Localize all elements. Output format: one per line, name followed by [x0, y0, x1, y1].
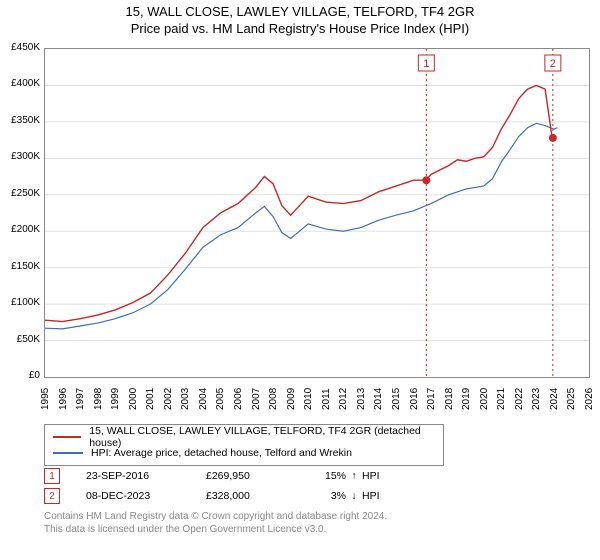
- y-axis-tick-label: £200K: [0, 225, 40, 235]
- y-axis-tick-label: £450K: [0, 43, 40, 53]
- x-axis-tick-label: 1995: [40, 398, 51, 410]
- point-hpi-label: HPI: [362, 490, 392, 502]
- x-axis-tick-label: 2006: [233, 398, 244, 410]
- x-axis-tick-label: 2020: [479, 398, 490, 410]
- x-axis-tick-label: 2003: [180, 398, 191, 410]
- point-price: £269,950: [206, 470, 306, 482]
- x-axis-tick-label: 1997: [75, 398, 86, 410]
- point-badge-1: 1: [44, 468, 60, 484]
- x-axis-tick-label: 2025: [566, 398, 577, 410]
- point-badge-2: 2: [44, 488, 60, 504]
- x-axis-tick-label: 2009: [286, 398, 297, 410]
- x-axis-tick-label: 2019: [461, 398, 472, 410]
- legend-swatch-hpi: [53, 452, 83, 454]
- x-axis-tick-label: 2023: [531, 398, 542, 410]
- x-axis-tick-label: 2005: [215, 398, 226, 410]
- svg-text:2: 2: [550, 58, 556, 70]
- x-axis-tick-label: 2007: [251, 398, 262, 410]
- legend-label-property: 15, WALL CLOSE, LAWLEY VILLAGE, TELFORD,…: [89, 425, 435, 449]
- x-axis-tick-label: 2004: [198, 398, 209, 410]
- legend-swatch-property: [53, 436, 81, 438]
- x-axis-tick-label: 2013: [356, 398, 367, 410]
- arrow-up-icon: ↑: [346, 470, 362, 482]
- point-pct: 3%: [306, 490, 346, 502]
- title-line-1: 15, WALL CLOSE, LAWLEY VILLAGE, TELFORD,…: [0, 4, 600, 21]
- x-axis-tick-label: 1996: [58, 398, 69, 410]
- y-axis-tick-label: £300K: [0, 152, 40, 162]
- table-row: 2 08-DEC-2023 £328,000 3% ↓ HPI: [44, 486, 584, 506]
- sale-points-table: 1 23-SEP-2016 £269,950 15% ↑ HPI 2 08-DE…: [44, 466, 584, 506]
- point-hpi-label: HPI: [362, 470, 392, 482]
- point-pct: 15%: [306, 470, 346, 482]
- y-axis-tick-label: £100K: [0, 298, 40, 308]
- x-axis-tick-label: 2001: [145, 398, 156, 410]
- y-axis-tick-label: £150K: [0, 262, 40, 272]
- attribution-line-2: This data is licensed under the Open Gov…: [44, 523, 387, 536]
- x-axis-tick-label: 2024: [549, 398, 560, 410]
- x-axis-tick-label: 2026: [584, 398, 595, 410]
- plot-svg: 12: [45, 49, 589, 377]
- point-date: 23-SEP-2016: [86, 470, 206, 482]
- x-axis-tick-label: 2017: [426, 398, 437, 410]
- y-axis-tick-label: £50K: [0, 335, 40, 345]
- arrow-down-icon: ↓: [346, 490, 362, 502]
- x-axis-tick-label: 1998: [93, 398, 104, 410]
- point-date: 08-DEC-2023: [86, 490, 206, 502]
- plot-area: 12: [44, 48, 590, 378]
- legend-row-property: 15, WALL CLOSE, LAWLEY VILLAGE, TELFORD,…: [53, 429, 435, 445]
- x-axis-tick-label: 2000: [128, 398, 139, 410]
- x-axis-tick-label: 2011: [321, 398, 332, 410]
- x-axis-tick-label: 2022: [514, 398, 525, 410]
- chart-container: 15, WALL CLOSE, LAWLEY VILLAGE, TELFORD,…: [0, 0, 600, 560]
- point-price: £328,000: [206, 490, 306, 502]
- legend-label-hpi: HPI: Average price, detached house, Telf…: [91, 447, 352, 459]
- x-axis-tick-label: 2018: [444, 398, 455, 410]
- x-axis-tick-label: 2010: [303, 398, 314, 410]
- attribution-text: Contains HM Land Registry data © Crown c…: [44, 510, 387, 536]
- x-axis-tick-label: 2021: [496, 398, 507, 410]
- attribution-line-1: Contains HM Land Registry data © Crown c…: [44, 510, 387, 523]
- y-axis-tick-label: £350K: [0, 116, 40, 126]
- chart-title: 15, WALL CLOSE, LAWLEY VILLAGE, TELFORD,…: [0, 0, 600, 38]
- x-axis-tick-label: 2012: [338, 398, 349, 410]
- x-axis-tick-label: 2014: [373, 398, 384, 410]
- x-axis-tick-label: 2015: [391, 398, 402, 410]
- y-axis-tick-label: £0: [0, 371, 40, 381]
- legend: 15, WALL CLOSE, LAWLEY VILLAGE, TELFORD,…: [44, 424, 444, 466]
- y-axis-tick-label: £250K: [0, 189, 40, 199]
- y-axis-tick-label: £400K: [0, 79, 40, 89]
- x-axis-tick-label: 1999: [110, 398, 121, 410]
- x-axis-tick-label: 2002: [163, 398, 174, 410]
- table-row: 1 23-SEP-2016 £269,950 15% ↑ HPI: [44, 466, 584, 486]
- title-line-2: Price paid vs. HM Land Registry's House …: [0, 21, 600, 38]
- svg-text:1: 1: [423, 58, 429, 70]
- x-axis-tick-label: 2008: [268, 398, 279, 410]
- x-axis-tick-label: 2016: [409, 398, 420, 410]
